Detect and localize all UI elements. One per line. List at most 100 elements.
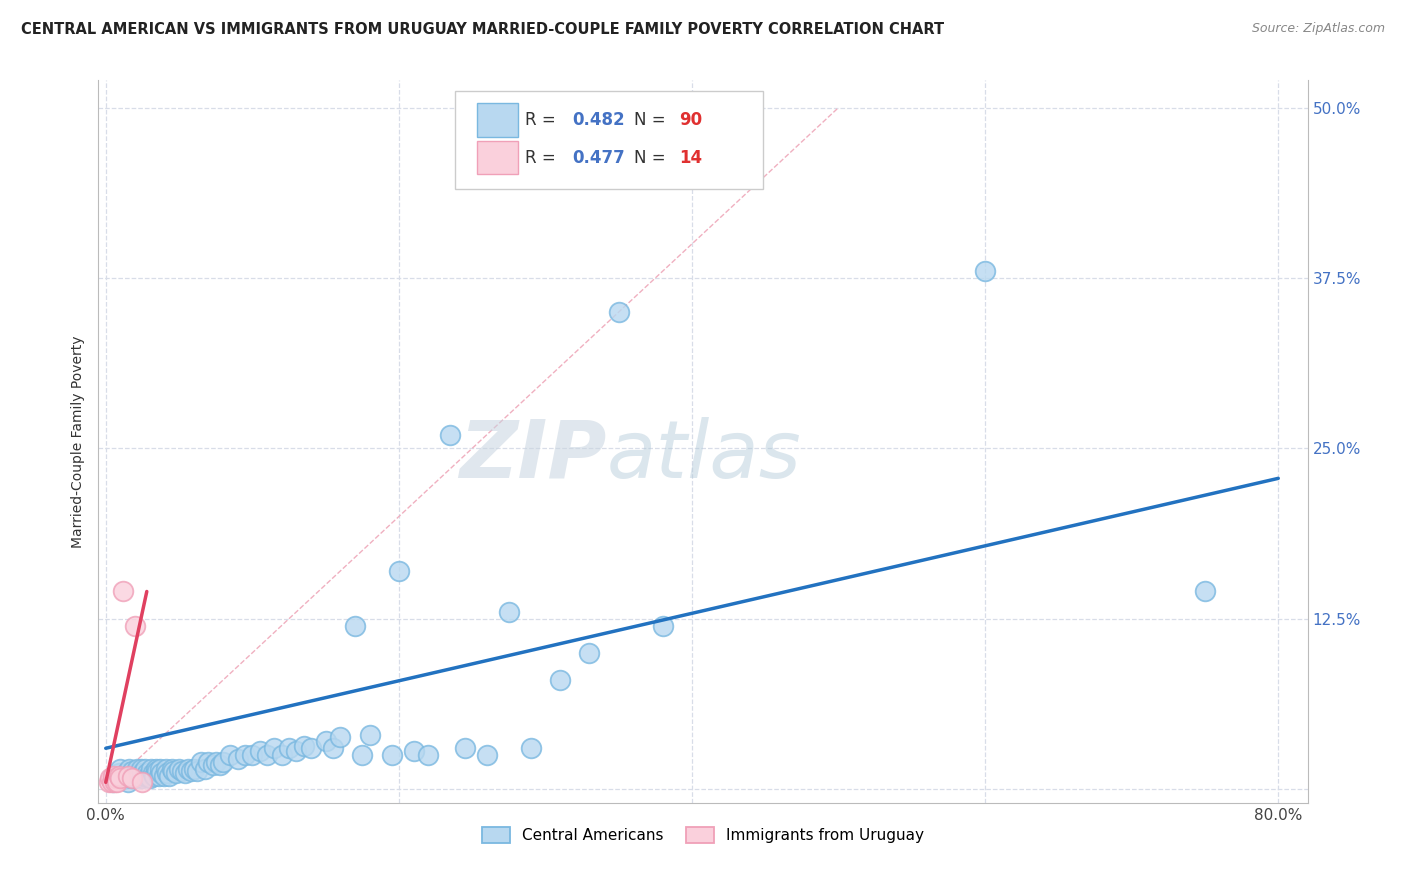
Point [160, 762, 183, 776]
Point [97, 775, 120, 789]
Point [108, 768, 131, 782]
Point [194, 762, 217, 776]
Point [197, 755, 219, 769]
Legend: Central Americans, Immigrants from Uruguay: Central Americans, Immigrants from Urugu… [477, 822, 929, 849]
Point [219, 748, 242, 763]
Point [127, 768, 149, 782]
Text: CENTRAL AMERICAN VS IMMIGRANTS FROM URUGUAY MARRIED-COUPLE FAMILY POVERTY CORREL: CENTRAL AMERICAN VS IMMIGRANTS FROM URUG… [21, 22, 945, 37]
Point [100, 775, 122, 789]
Point [292, 739, 315, 753]
Point [134, 762, 156, 776]
FancyBboxPatch shape [477, 103, 517, 136]
Text: 0.482: 0.482 [572, 111, 626, 129]
Point [359, 728, 381, 742]
Point [145, 762, 167, 776]
Y-axis label: Married-Couple Family Poverty: Married-Couple Family Poverty [72, 335, 86, 548]
Point [121, 764, 143, 779]
Text: R =: R = [526, 111, 561, 129]
Point [114, 771, 136, 785]
Point [125, 762, 148, 776]
Point [112, 768, 135, 782]
Point [101, 768, 124, 782]
Point [117, 775, 139, 789]
Point [498, 605, 520, 619]
Point [108, 765, 131, 780]
Text: R =: R = [526, 149, 561, 167]
Point [156, 765, 179, 780]
Point [110, 771, 132, 785]
Point [190, 755, 212, 769]
Text: 14: 14 [679, 149, 702, 167]
Point [278, 741, 301, 756]
Point [233, 748, 256, 763]
Point [475, 748, 498, 763]
Point [124, 771, 146, 785]
Point [285, 744, 308, 758]
Point [343, 618, 366, 632]
Point [418, 748, 440, 763]
Point [146, 764, 169, 779]
Point [157, 768, 180, 782]
Point [607, 305, 630, 319]
Point [352, 748, 374, 763]
Point [107, 771, 129, 785]
Point [183, 762, 205, 776]
Point [270, 748, 292, 763]
Point [578, 646, 600, 660]
Point [142, 765, 165, 780]
Point [118, 768, 141, 782]
Point [136, 768, 159, 782]
Point [226, 752, 249, 766]
Point [209, 757, 232, 772]
Point [1194, 584, 1216, 599]
Point [204, 755, 226, 769]
Point [110, 772, 132, 787]
Point [167, 762, 190, 776]
Point [402, 744, 425, 758]
Point [439, 427, 461, 442]
Point [110, 762, 132, 776]
Point [101, 775, 124, 789]
Text: 90: 90 [679, 111, 702, 129]
Point [124, 618, 146, 632]
Point [131, 775, 153, 789]
Text: N =: N = [634, 149, 671, 167]
Point [120, 771, 142, 785]
Point [141, 762, 163, 776]
Point [149, 762, 172, 776]
Point [651, 618, 673, 632]
Point [98, 771, 121, 785]
Point [180, 764, 202, 779]
Text: Source: ZipAtlas.com: Source: ZipAtlas.com [1251, 22, 1385, 36]
Point [162, 764, 184, 779]
Point [143, 768, 166, 782]
Point [148, 768, 170, 782]
Text: atlas: atlas [606, 417, 801, 495]
Point [380, 748, 402, 763]
Point [299, 741, 322, 756]
Point [155, 762, 177, 776]
Point [112, 584, 135, 599]
Point [454, 741, 477, 756]
Point [103, 775, 125, 789]
Point [165, 765, 187, 780]
Point [322, 741, 344, 756]
Point [174, 765, 197, 780]
Point [256, 748, 278, 763]
Point [150, 765, 173, 780]
Point [131, 771, 153, 785]
Point [135, 765, 157, 780]
Point [117, 768, 139, 782]
Point [124, 765, 146, 780]
Point [132, 768, 155, 782]
Point [388, 564, 411, 578]
FancyBboxPatch shape [456, 91, 763, 189]
Point [240, 748, 263, 763]
Point [520, 741, 543, 756]
Point [153, 768, 176, 782]
Text: N =: N = [634, 111, 671, 129]
Point [170, 764, 193, 779]
Point [249, 744, 271, 758]
Point [212, 755, 235, 769]
Point [105, 768, 128, 782]
